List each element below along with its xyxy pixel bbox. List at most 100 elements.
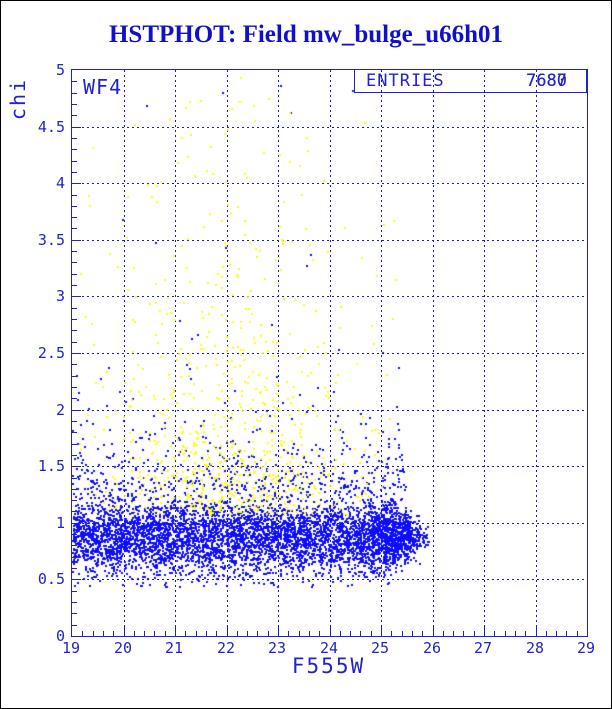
y-tick-label: 5	[55, 61, 65, 79]
x-minor-tick	[247, 631, 248, 636]
x-major-tick	[175, 627, 176, 636]
x-minor-tick	[463, 631, 464, 636]
y-minor-tick	[72, 319, 77, 320]
x-minor-tick	[144, 631, 145, 636]
x-tick-label: 21	[164, 639, 184, 657]
x-tick-label: 19	[61, 639, 81, 657]
x-minor-tick	[165, 631, 166, 636]
y-minor-tick	[72, 251, 77, 252]
x-minor-tick	[288, 631, 289, 636]
y-minor-tick	[72, 104, 77, 105]
x-minor-tick	[134, 631, 135, 636]
y-tick-label: 2.5	[37, 344, 65, 362]
y-tick-label: 1.5	[37, 457, 65, 475]
x-minor-tick	[556, 631, 557, 636]
x-minor-tick	[566, 631, 567, 636]
entries-value-yellow: 7687	[526, 71, 567, 91]
y-major-tick	[72, 523, 81, 524]
y-minor-tick	[72, 138, 77, 139]
x-tick-label: 24	[319, 639, 339, 657]
x-minor-tick	[103, 631, 104, 636]
x-minor-tick	[268, 631, 269, 636]
x-major-tick	[433, 627, 434, 636]
y-major-tick	[72, 466, 81, 467]
x-minor-tick	[505, 631, 506, 636]
y-major-tick	[72, 127, 81, 128]
x-minor-tick	[319, 631, 320, 636]
y-minor-tick	[72, 387, 77, 388]
x-major-tick	[278, 627, 279, 636]
x-minor-tick	[206, 631, 207, 636]
y-minor-tick	[72, 568, 77, 569]
entries-values: 7680 7687	[507, 72, 567, 90]
x-minor-tick	[412, 631, 413, 636]
x-minor-tick	[350, 631, 351, 636]
y-tick-label: 4.5	[37, 118, 65, 136]
x-minor-tick	[515, 631, 516, 636]
x-minor-tick	[453, 631, 454, 636]
y-minor-tick	[72, 342, 77, 343]
y-tick-label: 0.5	[37, 570, 65, 588]
y-minor-tick	[72, 421, 77, 422]
x-major-tick	[124, 627, 125, 636]
y-tick-label: 4	[55, 174, 65, 192]
x-tick-label: 22	[216, 639, 236, 657]
x-minor-tick	[391, 631, 392, 636]
x-minor-tick	[402, 631, 403, 636]
chip-label: WF4	[83, 75, 123, 99]
y-minor-tick	[72, 625, 77, 626]
y-major-tick	[72, 579, 81, 580]
y-major-tick	[72, 183, 81, 184]
x-minor-tick	[309, 631, 310, 636]
page-title: HSTPHOT: Field mw_bulge_u66h01	[108, 21, 504, 48]
x-minor-tick	[360, 631, 361, 636]
y-minor-tick	[72, 545, 77, 546]
x-minor-tick	[185, 631, 186, 636]
y-minor-tick	[72, 285, 77, 286]
entries-value-blue: 7680	[526, 71, 567, 91]
y-minor-tick	[72, 500, 77, 501]
x-minor-tick	[216, 631, 217, 636]
y-minor-tick	[72, 591, 77, 592]
x-tick-label: 25	[370, 639, 390, 657]
y-minor-tick	[72, 217, 77, 218]
x-minor-tick	[474, 631, 475, 636]
y-minor-tick	[72, 172, 77, 173]
x-major-tick	[330, 627, 331, 636]
y-minor-tick	[72, 511, 77, 512]
x-minor-tick	[371, 631, 372, 636]
y-tick-label: 2	[55, 401, 65, 419]
y-minor-tick	[72, 308, 77, 309]
x-major-tick	[484, 627, 485, 636]
x-tick-label: 26	[422, 639, 442, 657]
y-minor-tick	[72, 398, 77, 399]
y-minor-tick	[72, 149, 77, 150]
y-minor-tick	[72, 444, 77, 445]
x-minor-tick	[257, 631, 258, 636]
x-tick-label: 29	[576, 639, 596, 657]
plot-area: WF4 ENTRIES 7680 7687	[71, 69, 588, 637]
y-minor-tick	[72, 161, 77, 162]
x-minor-tick	[113, 631, 114, 636]
scatter-points-canvas	[72, 70, 587, 636]
x-minor-tick	[525, 631, 526, 636]
y-minor-tick	[72, 195, 77, 196]
stats-box: ENTRIES 7680 7687	[354, 69, 587, 93]
x-axis-title: F555W	[291, 654, 366, 678]
y-minor-tick	[72, 489, 77, 490]
x-minor-tick	[154, 631, 155, 636]
y-tick-label: 3.5	[37, 231, 65, 249]
y-minor-tick	[72, 478, 77, 479]
y-major-tick	[72, 410, 81, 411]
y-minor-tick	[72, 557, 77, 558]
y-tick-label: 0	[55, 627, 65, 645]
x-minor-tick	[443, 631, 444, 636]
y-minor-tick	[72, 228, 77, 229]
x-tick-label: 27	[473, 639, 493, 657]
y-major-tick	[72, 240, 81, 241]
x-minor-tick	[93, 631, 94, 636]
y-minor-tick	[72, 81, 77, 82]
y-minor-tick	[72, 613, 77, 614]
y-minor-tick	[72, 262, 77, 263]
